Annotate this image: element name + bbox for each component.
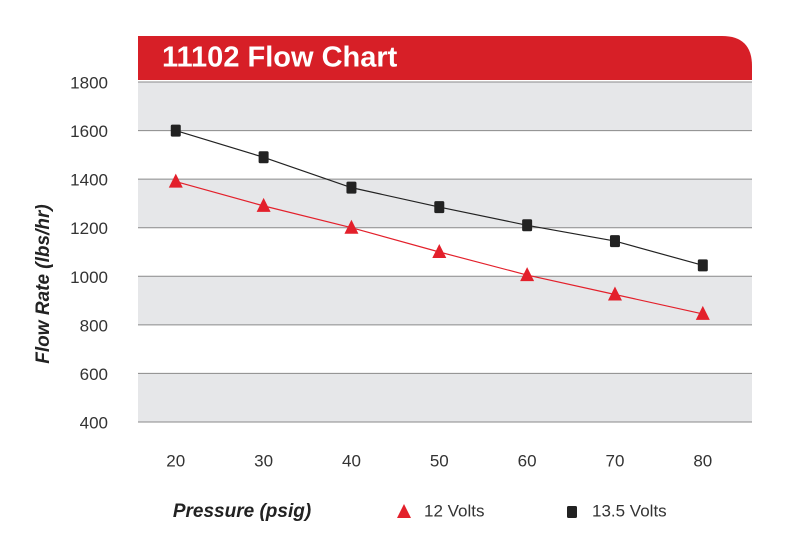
- title-banner: [138, 36, 752, 80]
- legend-marker: [567, 506, 577, 518]
- data-point: [258, 151, 269, 164]
- legend-label: 13.5 Volts: [592, 501, 667, 520]
- grid-band: [138, 227, 752, 277]
- grid-band: [138, 130, 752, 180]
- y-tick-label: 600: [80, 365, 108, 384]
- y-tick-label: 1400: [70, 171, 108, 190]
- data-point: [607, 286, 622, 301]
- y-tick-label: 1200: [70, 219, 108, 238]
- y-tick-label: 1000: [70, 268, 108, 287]
- data-point: [346, 181, 357, 194]
- legend-label: 12 Volts: [424, 501, 485, 520]
- data-point: [256, 197, 271, 212]
- grid-band: [138, 179, 752, 228]
- x-tick-label: 80: [693, 451, 712, 470]
- grid-band: [138, 373, 752, 422]
- data-point: [432, 244, 447, 258]
- x-tick-label: 40: [342, 451, 361, 470]
- x-tick-label: 20: [166, 451, 185, 470]
- data-point: [170, 124, 181, 137]
- x-tick-label: 30: [254, 451, 273, 470]
- data-point: [609, 235, 620, 248]
- x-axis-label: Pressure (psig): [173, 501, 311, 522]
- plot-background: [138, 82, 752, 422]
- data-point: [520, 267, 535, 282]
- x-tick-label: 60: [518, 451, 537, 470]
- y-tick-label: 1600: [70, 122, 108, 141]
- chart-title: 11102 Flow Chart: [162, 42, 398, 74]
- data-point: [697, 259, 708, 272]
- legend-marker: [397, 504, 411, 518]
- x-tick-label: 70: [606, 451, 625, 470]
- grid-band: [138, 324, 752, 374]
- data-point: [434, 201, 445, 214]
- y-tick-label: 400: [80, 413, 108, 432]
- grid-band: [138, 276, 752, 325]
- y-tick-label: 800: [80, 316, 108, 335]
- data-point: [695, 305, 710, 320]
- grid-band: [138, 82, 752, 131]
- x-tick-label: 50: [430, 451, 449, 470]
- data-point: [344, 219, 359, 234]
- y-axis-label: Flow Rate (lbs/hr): [33, 204, 54, 363]
- y-tick-label: 1800: [70, 73, 108, 92]
- data-point: [168, 173, 183, 188]
- data-point: [522, 219, 533, 232]
